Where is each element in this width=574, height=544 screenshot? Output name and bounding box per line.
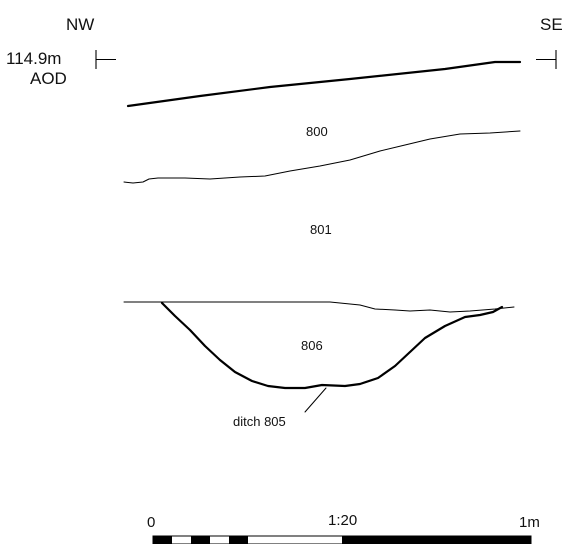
scale-end-label: 1m [519,514,540,531]
scale-start-label: 0 [147,514,155,531]
context-label-800: 800 [306,124,328,139]
context-label-806: 806 [301,338,323,353]
layer-boundary-801-806 [123,301,515,313]
datum-marker-left [95,50,116,69]
ditch-leader-line [304,387,327,413]
context-label-ditch-805: ditch 805 [233,414,286,429]
orientation-label-se: SE [540,15,563,34]
layer-boundary-800-801 [123,130,521,184]
scale-bar [152,535,532,544]
context-label-801: 801 [310,222,332,237]
datum-height-label: 114.9m [6,49,61,68]
ground-surface-line [126,60,522,108]
datum-reference-label: AOD [30,69,67,88]
datum-marker-right [536,50,557,69]
ditch-cut-profile [160,301,504,390]
scale-ratio-label: 1:20 [328,512,357,529]
orientation-label-nw: NW [66,15,94,34]
